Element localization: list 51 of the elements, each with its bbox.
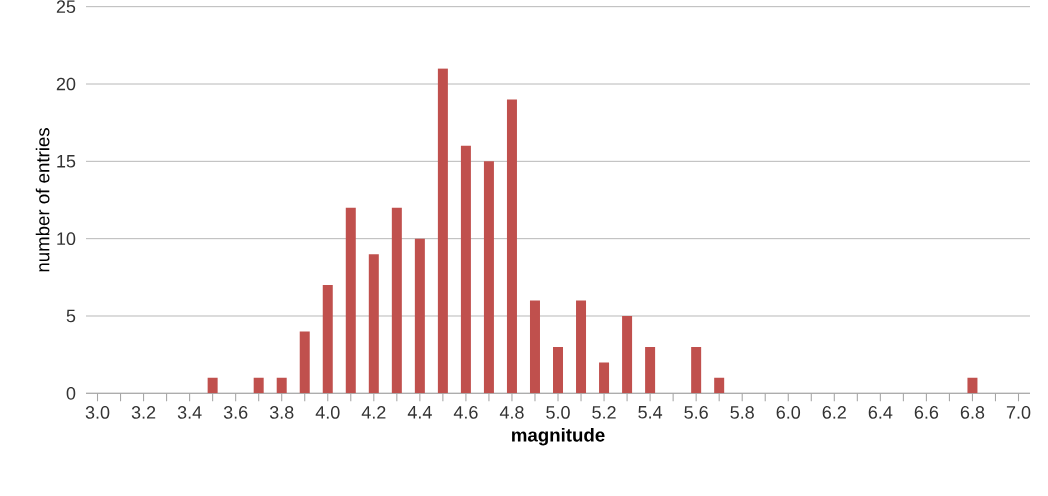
x-tick-label: 4.0: [315, 406, 340, 419]
bar: [414, 238, 425, 394]
x-tick-label: 4.6: [453, 406, 478, 419]
x-tick-label: 7.0: [1006, 406, 1031, 419]
y-axis-title: number of entries: [35, 128, 50, 272]
y-tick-label: 15: [57, 155, 76, 168]
bar: [691, 346, 702, 394]
bar: [599, 362, 610, 394]
x-tick-label: 6.6: [914, 406, 939, 419]
bar: [645, 346, 656, 394]
x-tick-label: 5.6: [684, 406, 708, 419]
x-tick-label: 5.2: [592, 406, 616, 419]
bar: [553, 346, 564, 394]
bar: [391, 207, 402, 394]
x-tick-label: 4.4: [407, 406, 432, 419]
bar: [322, 285, 333, 394]
bar: [714, 377, 725, 394]
bar: [276, 377, 287, 394]
y-tick-label: 25: [56, 0, 76, 14]
y-tick-label: 5: [66, 309, 76, 323]
x-tick-label: 3.6: [223, 406, 248, 419]
x-tick-label: 4.2: [361, 406, 386, 419]
bar: [299, 331, 310, 394]
bar: [529, 300, 540, 394]
bar: [345, 207, 356, 394]
bar: [253, 377, 264, 394]
bar: [622, 316, 633, 394]
x-axis-title: magnitude: [512, 427, 605, 446]
bar: [437, 68, 448, 394]
y-tick-label: 20: [56, 77, 76, 91]
y-tick-label: 0: [66, 386, 76, 400]
x-tick-label: 3.4: [177, 406, 202, 419]
x-tick-label: 5.8: [730, 406, 754, 419]
bar: [460, 145, 471, 394]
bar: [967, 377, 978, 394]
x-tick-label: 5.4: [638, 406, 663, 419]
x-tick-label: 6.0: [776, 406, 801, 419]
y-tick-label: 10: [57, 232, 76, 246]
x-tick-label: 3.2: [131, 406, 156, 419]
x-tick-label: 6.2: [822, 406, 846, 419]
x-tick-label: 5.0: [546, 406, 570, 419]
x-tick-label: 4.8: [499, 406, 524, 419]
bar: [506, 99, 517, 394]
x-tick-label: 3.8: [269, 406, 294, 419]
bar: [207, 377, 218, 394]
x-tick-label: 6.4: [868, 406, 893, 419]
bar: [368, 254, 379, 394]
x-tick-label: 6.8: [960, 406, 985, 419]
bar: [483, 161, 494, 394]
x-tick-label: 3.0: [85, 406, 110, 419]
bar: [576, 300, 587, 394]
